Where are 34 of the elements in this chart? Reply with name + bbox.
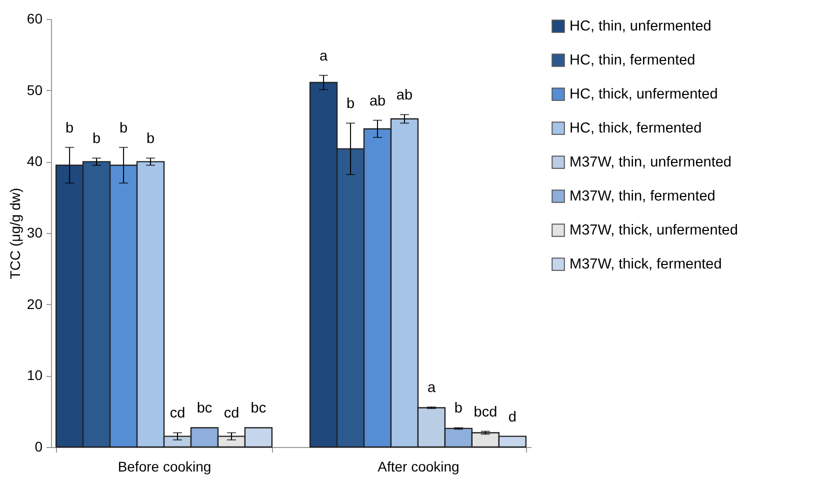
- legend-label: M37W, thin, fermented: [570, 188, 716, 204]
- data-label: bcd: [474, 404, 498, 420]
- y-tick-label: 0: [34, 438, 43, 454]
- x-tick-label: Before cooking: [118, 458, 212, 474]
- y-tick-label: 60: [26, 10, 43, 26]
- data-label: cd: [170, 406, 186, 422]
- legend-label: HC, thin, unfermented: [570, 18, 712, 34]
- data-label: b: [66, 120, 74, 136]
- data-label: d: [508, 409, 516, 426]
- data-label: a: [320, 48, 328, 64]
- legend-label: M37W, thin, unfermented: [570, 154, 732, 170]
- data-label: b: [120, 120, 128, 136]
- y-tick-label: 50: [26, 82, 43, 98]
- y-tick-label: 40: [26, 153, 43, 170]
- y-tick-label: 20: [26, 296, 43, 312]
- data-label: ab: [396, 88, 413, 104]
- legend-label: HC, thin, fermented: [570, 52, 696, 68]
- x-tick-label: After cooking: [378, 458, 460, 474]
- y-tick-label: 10: [26, 367, 43, 384]
- legend-label: M37W, thick, unfermented: [570, 222, 738, 238]
- legend-label: HC, thick, unfermented: [570, 86, 718, 102]
- legend-label: HC, thick, fermented: [570, 120, 702, 136]
- data-label: b: [92, 131, 101, 148]
- data-label: b: [454, 400, 462, 417]
- y-axis-title: TCC (μg/g dw): [6, 188, 23, 280]
- data-label: cd: [224, 406, 240, 422]
- data-label: bc: [196, 400, 212, 417]
- data-label: b: [346, 96, 355, 112]
- data-label: ab: [369, 93, 386, 110]
- data-label: a: [427, 380, 436, 396]
- y-tick-label: 30: [26, 224, 43, 240]
- data-label: bc: [250, 400, 266, 417]
- legend-label: M37W, thick, fermented: [570, 256, 722, 272]
- data-label: b: [146, 131, 155, 148]
